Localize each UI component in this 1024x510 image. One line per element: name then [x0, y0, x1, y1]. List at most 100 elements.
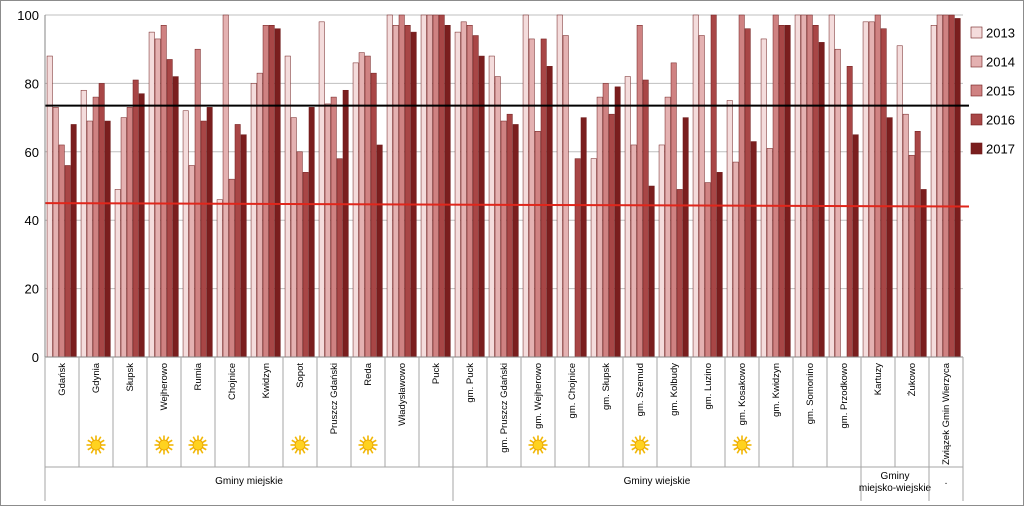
bar-gm-somonino-2013	[794, 14, 801, 358]
bar-gm-szemud-2017	[648, 185, 655, 358]
x-tick-label-gm-kwidzyn: gm. Kwidzyn	[771, 363, 782, 417]
bar-kartuzy-2016	[880, 28, 887, 358]
x-tick-label-sopot: Sopot	[295, 363, 306, 388]
bar-gm-przodkowo-2014	[834, 48, 841, 358]
bar-związek-gmin-wierzyca-2016	[948, 14, 955, 358]
bar-kwidzyn-2015	[262, 25, 269, 358]
bar-gm-chojnice-2017	[580, 117, 587, 358]
x-tick-label-gm-chojnice: gm. Chojnice	[567, 363, 578, 418]
bar-gm-kosakowo-2014	[732, 161, 739, 358]
bar-puck-2017	[444, 25, 451, 358]
bar-żukowo-2016	[914, 131, 921, 358]
group-label: Gminy wiejskie	[624, 476, 691, 487]
bar-kwidzyn-2016	[268, 25, 275, 358]
bar-pruszcz-gdański-2014	[324, 103, 331, 358]
bar-gm-wejherowo-2013	[522, 14, 529, 358]
bar-gm-kosakowo-2017	[750, 141, 757, 358]
bar-gm-puck-2016	[472, 35, 479, 358]
bar-puck-2015	[432, 14, 439, 358]
bar-władysławowo-2013	[386, 14, 393, 358]
bar-gm-somonino-2017	[818, 42, 825, 358]
legend-swatch-2017	[970, 142, 983, 155]
bar-reda-2016	[370, 72, 377, 358]
bar-kwidzyn-2013	[250, 83, 257, 358]
x-tick-label-gm-pruszcz-gdański: gm. Pruszcz Gdański	[499, 363, 510, 453]
bar-gm-somonino-2016	[812, 25, 819, 358]
bar-gm-słupsk-2015	[602, 83, 609, 358]
x-tick-label-gm-kosakowo: gm. Kosakowo	[737, 363, 748, 425]
category-groups: Gminy miejskie Gminy wiejskie Gminy miejsko…	[44, 466, 964, 501]
bar-gm-luzino-2015	[704, 182, 711, 358]
bar-kartuzy-2017	[886, 117, 893, 358]
x-tick-label-kwidzyn: Kwidzyn	[261, 363, 272, 398]
bar-sopot-2016	[302, 172, 309, 358]
bar-gm-luzino-2014	[698, 35, 705, 358]
legend-label-2016: 2016	[986, 113, 1015, 128]
group-label: Gminy miejskie	[215, 476, 283, 487]
bar-związek-gmin-wierzyca-2013	[930, 25, 937, 358]
axes	[44, 15, 964, 467]
sun-icon	[528, 435, 548, 455]
bar-gm-kwidzyn-2013	[760, 38, 767, 358]
x-tick-label-kartuzy: Kartuzy	[873, 363, 884, 395]
sun-icon	[358, 435, 378, 455]
legend-label-2014: 2014	[986, 55, 1015, 70]
bar-gm-kosakowo-2016	[744, 28, 751, 358]
x-tick-label-pruszcz-gdański: Pruszcz Gdański	[329, 363, 340, 434]
sun-icons	[86, 435, 752, 455]
bar-gm-przodkowo-2016	[846, 66, 853, 358]
bar-związek-gmin-wierzyca-2015	[942, 14, 949, 358]
legend-label-2017: 2017	[986, 142, 1015, 157]
bar-gm-szemud-2016	[642, 79, 649, 358]
bar-żukowo-2013	[896, 45, 903, 358]
bar-gm-słupsk-2014	[596, 96, 603, 358]
bar-gm-chojnice-2016	[574, 158, 581, 358]
bar-gdańsk-2013	[46, 55, 53, 358]
bar-władysławowo-2017	[410, 31, 417, 358]
bar-gm-puck-2014	[460, 21, 467, 358]
legend-label-2013: 2013	[986, 26, 1015, 41]
bar-reda-2013	[352, 62, 359, 358]
bar-gm-pruszcz-gdański-2014	[494, 76, 501, 358]
x-tick-labels: Gdańsk Gdynia Słupsk Wejherowo Rumia Chojnice…	[57, 362, 952, 465]
bar-związek-gmin-wierzyca-2014	[936, 14, 943, 358]
bar-gm-luzino-2013	[692, 14, 699, 358]
bar-pruszcz-gdański-2017	[342, 89, 349, 358]
legend-swatch-2016	[970, 113, 983, 126]
legend: 2013 2014 2015 2016 2017	[970, 26, 1015, 157]
bar-słupsk-2017	[138, 93, 145, 358]
x-tick-label-gm-kolbudy: gm. Kolbudy	[669, 363, 680, 416]
x-tick-label-wejherowo: Wejherowo	[159, 363, 170, 410]
bar-gm-słupsk-2017	[614, 86, 621, 358]
bar-rumia-2013	[182, 110, 189, 358]
bar-gm-pruszcz-gdański-2016	[506, 113, 513, 358]
bar-gm-przodkowo-2013	[828, 14, 835, 358]
x-tick-label-gm-puck: gm. Puck	[465, 363, 476, 403]
bar-słupsk-2014	[120, 117, 127, 358]
bar-gm-kolbudy-2016	[676, 189, 683, 358]
bar-chojnice-2017	[240, 134, 247, 358]
bar-gdynia-2017	[104, 120, 111, 358]
bar-kwidzyn-2017	[274, 28, 281, 358]
x-tick-label-gdynia: Gdynia	[91, 362, 102, 393]
bar-rumia-2017	[206, 107, 213, 358]
y-tick-label: 20	[25, 282, 39, 297]
x-tick-label-władysławowo: Władysławowo	[397, 363, 408, 426]
bar-pruszcz-gdański-2016	[336, 158, 343, 358]
bar-gm-pruszcz-gdański-2017	[512, 124, 519, 358]
reference-line-2	[44, 202, 970, 208]
bar-gdynia-2014	[86, 120, 93, 358]
y-tick-label: 100	[17, 8, 39, 23]
bar-gm-wejherowo-2017	[546, 66, 553, 358]
y-tick-label: 80	[25, 76, 39, 91]
sun-icon	[290, 435, 310, 455]
bar-rumia-2016	[200, 120, 207, 358]
x-tick-label-chojnice: Chojnice	[227, 363, 238, 400]
bar-gm-chojnice-2014	[562, 35, 569, 358]
group-label: Gminy miejsko-wiejskie	[859, 471, 932, 494]
bar-gdańsk-2017	[70, 124, 77, 358]
x-tick-label-gm-wejherowo: gm. Wejherowo	[533, 363, 544, 429]
bars	[46, 14, 961, 358]
bar-kwidzyn-2014	[256, 72, 263, 358]
